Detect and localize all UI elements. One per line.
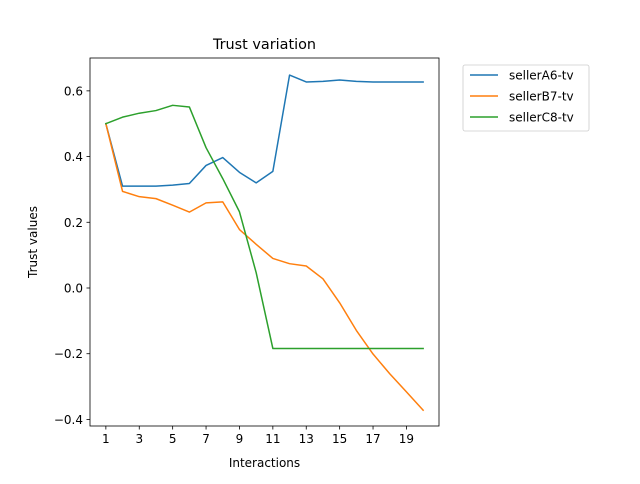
legend: sellerA6-tv sellerB7-tv sellerC8-tv [462,64,590,132]
y-tick-label: 0.2 [64,216,83,230]
x-tick-label: 13 [299,432,314,446]
y-tick-label: −0.2 [54,347,83,361]
series-line-sellerB7-tv [104,122,425,412]
y-tick-label: 0.4 [64,150,83,164]
y-tick-label: 0.6 [64,84,83,98]
x-tick-label: 11 [265,432,280,446]
chart-title: Trust variation [212,37,316,53]
legend-label-sellerA6-tv: sellerA6-tv [509,69,574,83]
x-tick-label: 9 [236,432,244,446]
y-tick-label: 0.0 [64,282,83,296]
x-tick-label: 3 [135,432,143,446]
plot-frame [89,57,440,427]
legend-label-sellerC8-tv: sellerC8-tv [509,111,574,125]
y-axis: −0.4 −0.2 0.0 0.2 0.4 0.6 [54,84,90,427]
legend-label-sellerB7-tv: sellerB7-tv [509,90,574,104]
series-line-sellerA6-tv [104,74,424,187]
x-tick-label: 1 [102,432,110,446]
legend-frame [462,64,590,132]
x-tick-label: 15 [332,432,347,446]
x-tick-label: 7 [202,432,210,446]
plot-lines [104,74,425,412]
x-axis: 1 3 5 7 9 11 13 15 17 19 [102,426,414,446]
x-tick-label: 5 [169,432,177,446]
x-axis-label: Interactions [229,456,300,470]
x-tick-label: 19 [399,432,414,446]
x-tick-label: 17 [365,432,380,446]
y-tick-label: −0.4 [54,413,83,427]
series-line-sellerC8-tv [104,104,424,350]
y-axis-label: Trust values [26,206,40,279]
